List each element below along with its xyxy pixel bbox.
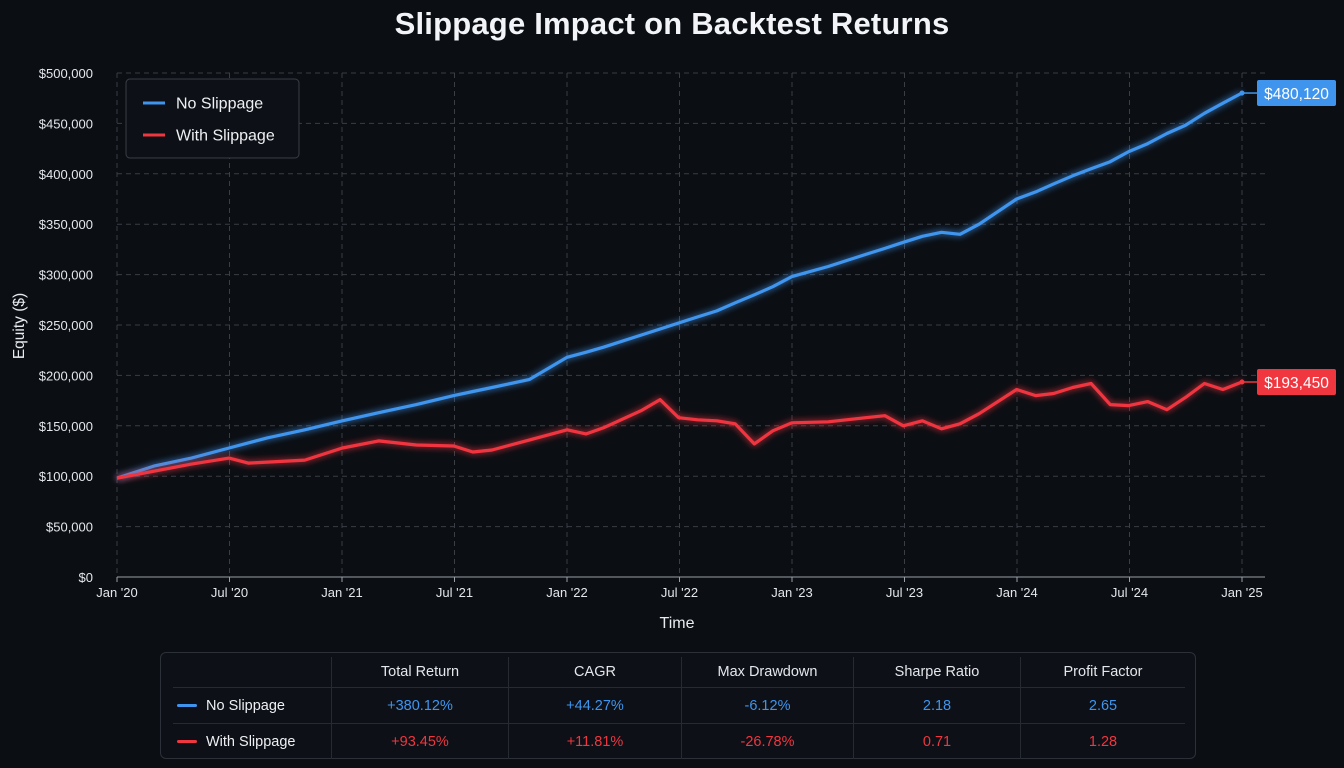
x-tick-label: Jul '24 <box>1111 585 1148 600</box>
y-tick-label: $200,000 <box>39 368 93 383</box>
stats-row-label-text: With Slippage <box>206 733 296 750</box>
series-line-with-slippage <box>116 380 1243 480</box>
stat-sharpe: 2.18 <box>853 687 1021 724</box>
stat-total-return: +93.45% <box>331 723 509 759</box>
legend-box <box>125 78 300 159</box>
legend-label-with-slippage[interactable]: With Slippage <box>176 128 275 145</box>
legend[interactable]: No Slippage With Slippage <box>125 78 300 159</box>
stat-profit-factor: 1.28 <box>1088 733 1118 750</box>
x-tick-label: Jul '21 <box>436 585 473 600</box>
row-swatch-red <box>177 740 197 744</box>
y-tick-label: $300,000 <box>39 268 93 283</box>
stat-profit-factor: 2.65 <box>1020 687 1185 724</box>
x-tick-label: Jul '22 <box>661 585 698 600</box>
row-swatch-blue <box>177 704 197 708</box>
end-label-value: $480,120 <box>1264 86 1329 103</box>
x-axis-label: Time <box>660 615 695 632</box>
stats-header-total-return: Total Return <box>331 657 509 688</box>
stats-header-row: Total Return CAGR Max Drawdown Sharpe Ra… <box>173 657 1185 688</box>
stats-panel: Total Return CAGR Max Drawdown Sharpe Ra… <box>160 652 1196 759</box>
x-tick-label: Jan '21 <box>321 585 363 600</box>
stats-header-cagr: CAGR <box>508 657 682 688</box>
x-tick-label: Jan '25 <box>1221 585 1263 600</box>
y-tick-label: $50,000 <box>46 520 93 535</box>
y-tick-label: $400,000 <box>39 167 93 182</box>
y-tick-label: $450,000 <box>39 116 93 131</box>
stats-header-profit-factor: Profit Factor <box>1020 657 1185 688</box>
stats-table: Total Return CAGR Max Drawdown Sharpe Ra… <box>173 657 1185 759</box>
stats-row-no-slippage: No Slippage +380.12% +44.27% -6.12% 2.18… <box>173 687 1185 724</box>
x-tick-label: Jan '22 <box>546 585 588 600</box>
equity-chart: $0 $50,000 $100,000 $150,000 $200,000 $250,00… <box>11 66 1336 632</box>
y-axis-label: Equity ($) <box>11 293 28 359</box>
x-tick-label: Jan '23 <box>771 585 813 600</box>
end-label-badge <box>1257 80 1336 107</box>
stats-header-blank <box>173 657 332 688</box>
y-tick-label: $350,000 <box>39 217 93 232</box>
y-tick-label: $150,000 <box>39 419 93 434</box>
x-tick-label: Jan '20 <box>96 585 138 600</box>
stats-row-with-slippage: With Slippage +93.45% +11.81% -26.78% 0.… <box>173 723 1185 759</box>
series-line-no-slippage <box>116 91 1243 480</box>
stat-sharpe: 0.71 <box>853 723 1021 759</box>
y-tick-label: $0 <box>79 570 93 585</box>
legend-label-no-slippage[interactable]: No Slippage <box>176 96 263 113</box>
stat-cagr: +44.27% <box>508 687 682 724</box>
stats-row-label: With Slippage <box>173 723 332 759</box>
stat-max-drawdown: -6.12% <box>681 687 854 724</box>
stat-cagr: +11.81% <box>508 723 682 759</box>
y-tick-label: $100,000 <box>39 469 93 484</box>
stats-header-sharpe: Sharpe Ratio <box>853 657 1021 688</box>
chart-title: Slippage Impact on Backtest Returns <box>394 6 950 41</box>
stat-total-return: +380.12% <box>331 687 509 724</box>
stats-row-label-text: No Slippage <box>206 697 285 714</box>
end-label-badge <box>1257 369 1336 396</box>
y-tick-label: $500,000 <box>39 66 93 81</box>
x-tick-label: Jul '23 <box>886 585 923 600</box>
x-tick-label: Jan '24 <box>996 585 1038 600</box>
stat-max-drawdown: -26.78% <box>681 723 854 759</box>
stats-header-max-drawdown: Max Drawdown <box>681 657 854 688</box>
x-tick-label: Jul '20 <box>211 585 248 600</box>
stats-row-label: No Slippage <box>173 687 332 724</box>
end-label-value: $193,450 <box>1264 375 1329 392</box>
y-tick-label: $250,000 <box>39 318 93 333</box>
